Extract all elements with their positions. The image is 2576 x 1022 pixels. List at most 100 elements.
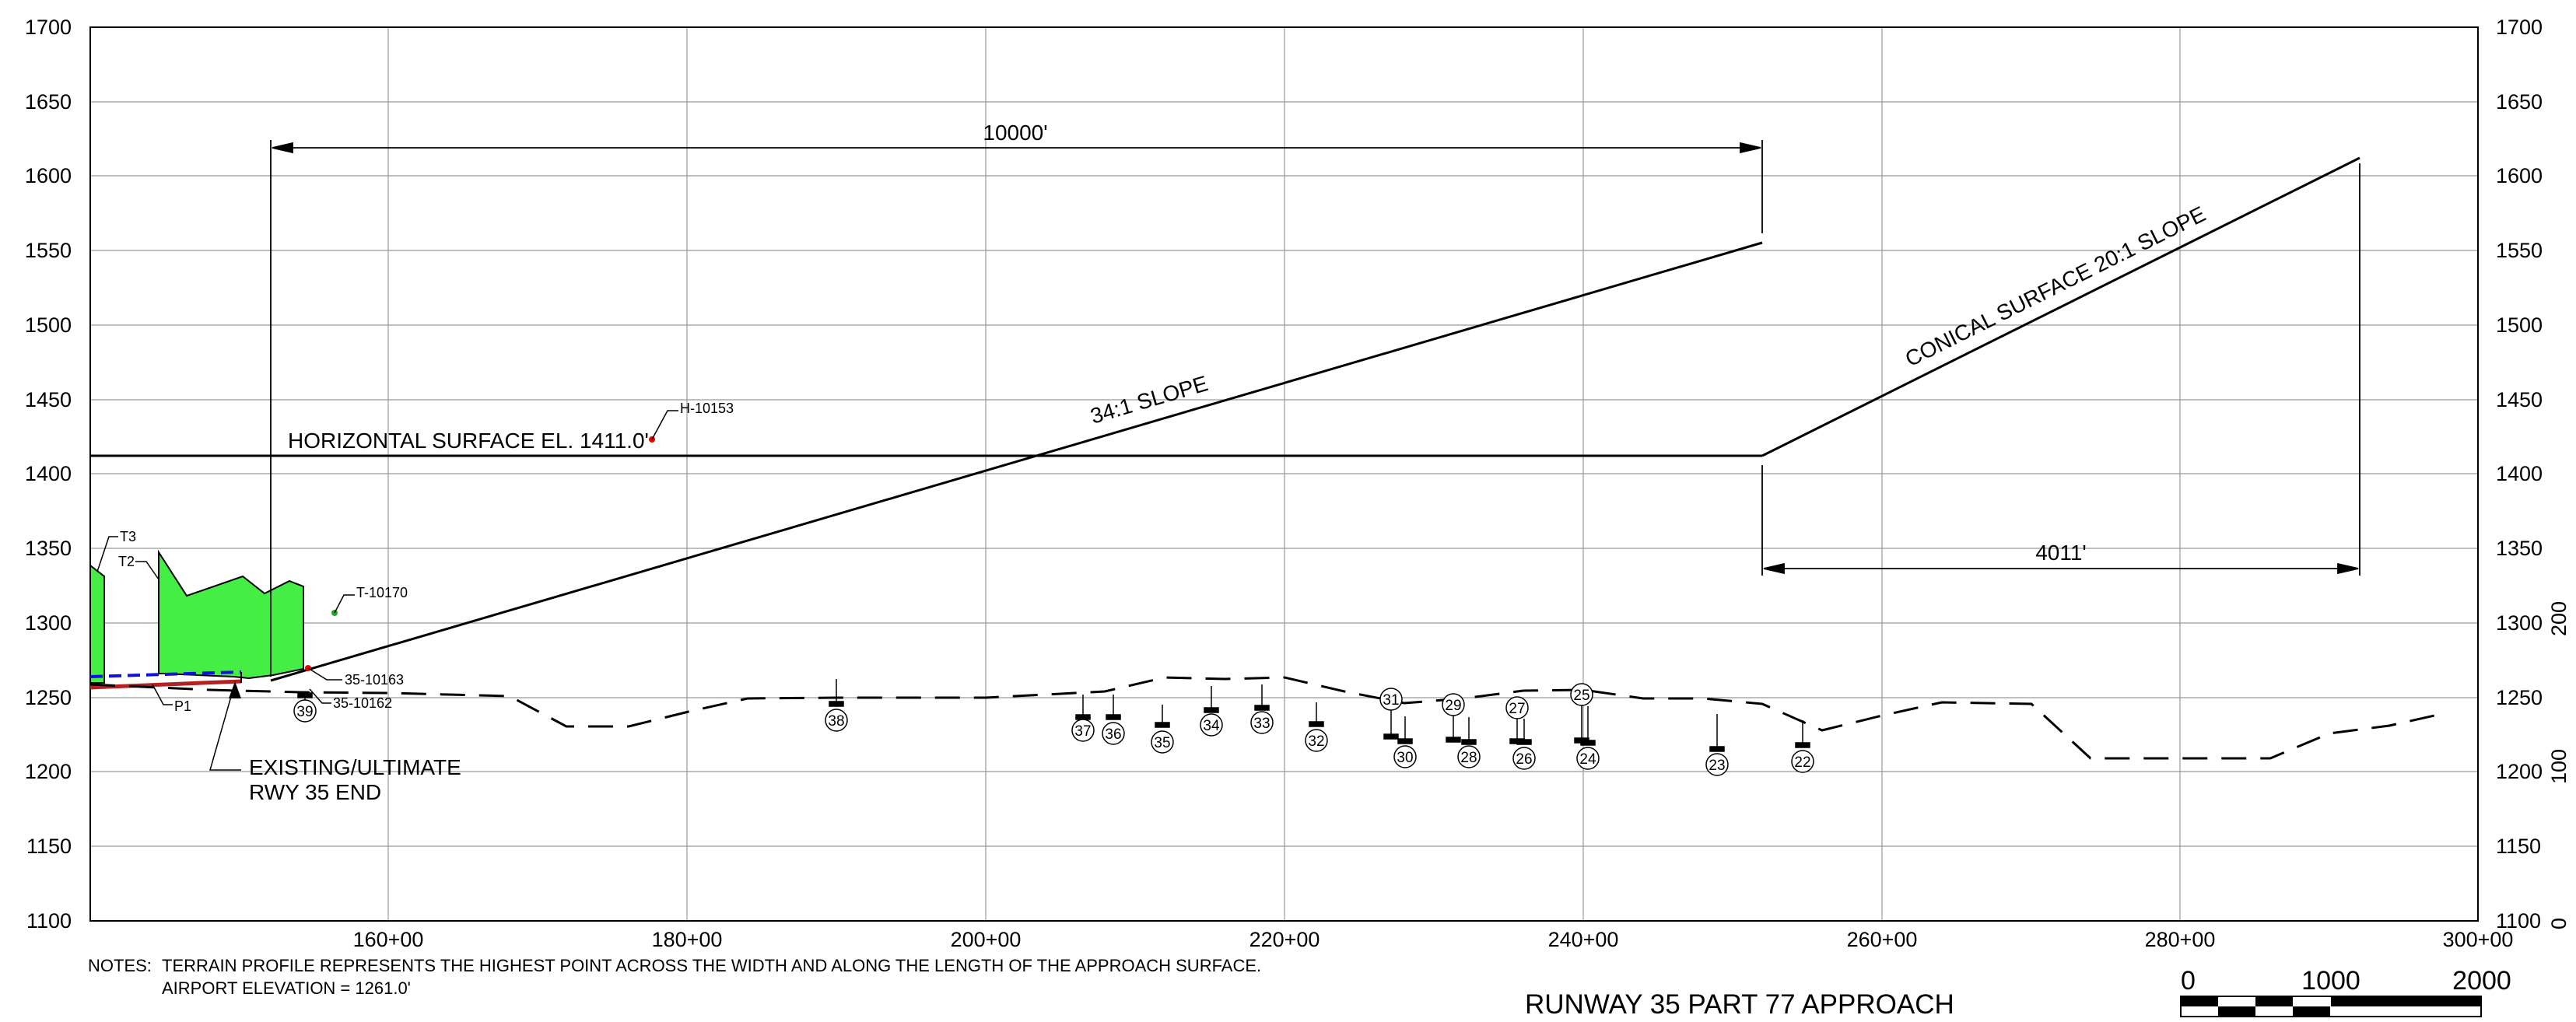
y-tick: 1350 [25, 537, 72, 560]
vertical-scale: 200 100 0 [2547, 601, 2571, 929]
t3-label: T3 [120, 529, 136, 544]
svg-text:25: 25 [1573, 688, 1589, 704]
x-tick: 260+00 [1847, 928, 1918, 951]
part77-surfaces [90, 156, 2360, 682]
numbered-obstructions: 39 38 37 36 35 34 33 [293, 679, 1814, 776]
svg-text:28: 28 [1460, 750, 1477, 766]
svg-text:34: 34 [1203, 718, 1220, 734]
notes: NOTES: TERRAIN PROFILE REPRESENTS THE HI… [88, 956, 1261, 998]
y-tick: 1250 [25, 686, 72, 709]
obstacle-35-10163-label: 35-10163 [345, 672, 404, 688]
dim-label-4011: 4011' [2035, 541, 2087, 565]
y-tick: 1650 [2496, 90, 2543, 114]
callouts: H-10153 T-10170 T3 T2 P1 35-10163 35-101… [96, 401, 734, 804]
surface-labels: 10000' 4011' HORIZONTAL SURFACE EL. 1411… [288, 121, 2210, 565]
y-tick: 1400 [25, 462, 72, 485]
obstacle-28: 28 [1457, 717, 1481, 768]
terrain-t2 [158, 549, 304, 680]
y-tick: 1600 [25, 164, 72, 187]
y-tick: 1700 [2496, 16, 2543, 39]
obstacle-33: 33 [1250, 684, 1274, 734]
dimension-10000 [270, 140, 1763, 677]
x-tick: 300+00 [2443, 928, 2514, 951]
y-tick: 1150 [2496, 835, 2541, 858]
y-tick: 1150 [26, 835, 72, 858]
obstacle-27: 27 [1505, 696, 1529, 744]
obstacle-25: 25 [1570, 683, 1593, 744]
obstacle-38: 38 [825, 679, 848, 732]
scale-bar: 0 1000 2000 [2180, 966, 2511, 1017]
vertical-scale-label: 100 [2547, 749, 2571, 784]
x-axis: 160+00 180+00 200+00 220+00 240+00 260+0… [353, 928, 2514, 951]
obstacle-34: 34 [1200, 686, 1223, 737]
obstacle-31: 31 [1379, 688, 1403, 740]
svg-text:30: 30 [1397, 750, 1413, 766]
t2-label: T2 [118, 554, 135, 569]
svg-text:23: 23 [1709, 758, 1725, 774]
svg-text:22: 22 [1794, 754, 1810, 771]
dimension-4011 [1761, 163, 2360, 576]
y-tick: 1550 [25, 239, 72, 262]
obstacle-37: 37 [1071, 695, 1095, 742]
terrain-t3 [89, 563, 105, 684]
approach-surface-line [270, 241, 1763, 682]
svg-text:35: 35 [1154, 735, 1170, 751]
svg-text:29: 29 [1445, 698, 1461, 714]
y-tick: 1200 [2496, 760, 2543, 783]
y-tick: 1100 [2496, 909, 2541, 933]
y-tick: 1450 [2496, 388, 2543, 411]
obstacle-23: 23 [1705, 714, 1729, 776]
obstacle-30: 30 [1393, 716, 1417, 768]
obstacle-29: 29 [1442, 693, 1465, 743]
y-tick: 1700 [25, 16, 72, 39]
svg-text:38: 38 [828, 713, 844, 730]
y-tick: 1200 [25, 760, 72, 783]
x-tick: 180+00 [652, 928, 723, 951]
left-y-axis: 1700 1650 1600 1550 1500 1450 1400 1350 … [25, 16, 72, 933]
svg-text:26: 26 [1516, 751, 1532, 768]
grid [90, 27, 2478, 921]
y-tick: 1400 [2496, 462, 2543, 485]
scale-label-0: 0 [2181, 966, 2196, 996]
conical-surface-line [1761, 156, 2360, 457]
note-line-2: AIRPORT ELEVATION = 1261.0' [162, 978, 411, 998]
svg-text:31: 31 [1383, 692, 1399, 709]
dim-label-10000: 10000' [983, 121, 1047, 145]
x-tick: 240+00 [1548, 928, 1619, 951]
y-tick: 1100 [26, 909, 72, 933]
obstacle-39: 39 [293, 692, 317, 723]
note-line-1: TERRAIN PROFILE REPRESENTS THE HIGHEST P… [162, 956, 1261, 975]
y-tick: 1500 [25, 313, 72, 337]
obstacle-22: 22 [1791, 720, 1814, 773]
y-tick: 1350 [2496, 537, 2543, 560]
svg-text:39: 39 [296, 704, 313, 720]
vertical-scale-label: 200 [2547, 601, 2571, 636]
obstacle-35-10162-label: 35-10162 [333, 695, 392, 711]
y-tick: 1500 [2496, 313, 2543, 337]
y-tick: 1550 [2496, 239, 2543, 262]
scale-label-2000: 2000 [2452, 966, 2511, 996]
obstacle-24: 24 [1576, 706, 1600, 770]
y-tick: 1300 [25, 611, 72, 635]
t-10170-label: T-10170 [356, 585, 408, 600]
y-tick: 1650 [25, 90, 72, 114]
svg-text:24: 24 [1579, 751, 1596, 768]
x-tick: 200+00 [951, 928, 1022, 951]
svg-text:37: 37 [1074, 723, 1091, 740]
scale-label-1000: 1000 [2301, 966, 2360, 996]
obstacle-36: 36 [1102, 695, 1125, 745]
y-tick: 1600 [2496, 164, 2543, 187]
x-tick: 280+00 [2145, 928, 2216, 951]
obstacle-35: 35 [1151, 705, 1174, 754]
svg-text:33: 33 [1253, 716, 1270, 732]
horizontal-surface-label: HORIZONTAL SURFACE EL. 1411.0' [288, 429, 649, 453]
runway-profile [89, 670, 242, 690]
terrain-obstructions [89, 549, 304, 684]
plot-frame [89, 26, 2479, 922]
p1-label: P1 [174, 698, 191, 714]
runway-existing-line [89, 679, 242, 690]
svg-text:27: 27 [1509, 701, 1525, 717]
h-10153-label: H-10153 [680, 401, 734, 416]
drawing-title: RUNWAY 35 PART 77 APPROACH [1525, 989, 1954, 1020]
